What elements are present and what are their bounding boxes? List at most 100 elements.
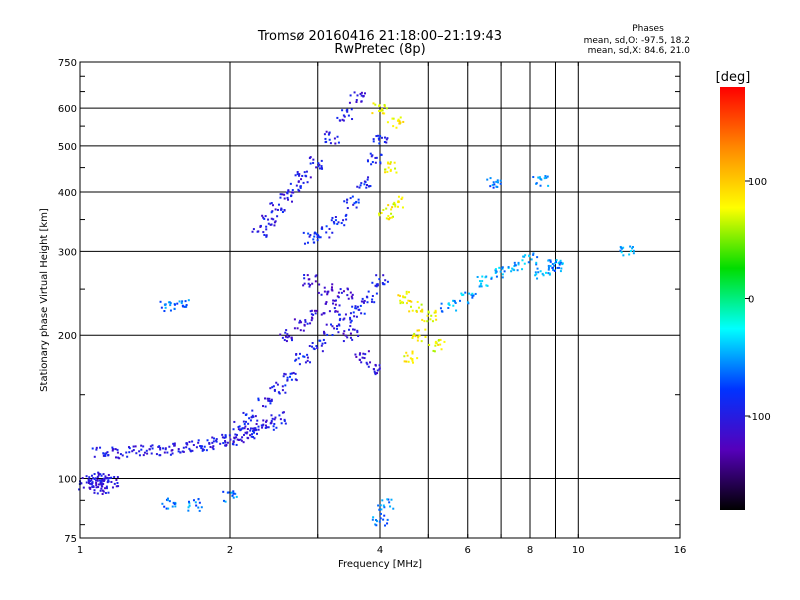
echo-point <box>172 501 175 504</box>
x-tick-label: 4 <box>377 545 383 556</box>
echo-point <box>307 278 310 281</box>
echo-point <box>270 398 273 401</box>
echo-point <box>497 181 500 184</box>
echo-point <box>357 198 360 201</box>
echo-point <box>235 443 238 446</box>
echo-point <box>295 184 298 187</box>
echo-point <box>621 247 624 250</box>
stats-line-x: mean, sd,X: 84.6, 21.0 <box>588 46 691 56</box>
echo-point <box>160 306 163 309</box>
echo-point <box>230 491 233 494</box>
echo-point <box>496 185 499 188</box>
echo-point <box>351 305 354 308</box>
echo-point <box>192 444 195 447</box>
echo-point <box>315 344 318 347</box>
echo-point <box>290 195 293 198</box>
echo-point <box>336 295 339 298</box>
echo-point <box>420 303 423 306</box>
echo-point <box>116 451 119 454</box>
echo-point <box>383 506 386 509</box>
echo-point <box>481 275 484 278</box>
echo-point <box>245 432 248 435</box>
echo-point <box>494 269 497 272</box>
echo-point <box>128 451 131 454</box>
echo-point <box>324 302 327 305</box>
echo-point <box>279 333 282 336</box>
echo-point <box>252 228 255 231</box>
echo-point <box>440 302 443 305</box>
echo-point <box>306 353 309 356</box>
echo-point <box>347 297 350 300</box>
echo-point <box>240 439 243 442</box>
echo-point <box>307 232 310 235</box>
echo-point <box>267 218 270 221</box>
echo-point <box>549 259 552 262</box>
echo-point <box>169 304 172 307</box>
echo-point <box>102 454 105 457</box>
echo-point <box>355 315 358 318</box>
echo-point <box>102 473 105 476</box>
echo-point <box>324 141 327 144</box>
echo-point <box>355 101 358 104</box>
echo-point <box>244 420 247 423</box>
echo-point <box>281 336 284 339</box>
echo-point <box>360 182 363 185</box>
echo-point <box>292 191 295 194</box>
echo-point <box>376 520 379 523</box>
echo-point <box>350 108 353 111</box>
echo-point <box>287 190 290 193</box>
echo-point <box>334 219 337 222</box>
echo-point <box>201 449 204 452</box>
echo-point <box>195 504 198 507</box>
echo-point <box>345 213 348 216</box>
echo-point <box>309 310 312 313</box>
echo-point <box>117 456 120 459</box>
echo-point <box>320 159 323 162</box>
echo-point <box>377 134 380 137</box>
echo-point <box>272 218 275 221</box>
echo-point <box>309 361 312 364</box>
echo-point <box>536 256 539 259</box>
colorbar-ticks: 100 0 -100 <box>745 177 771 423</box>
echo-point <box>164 447 167 450</box>
echo-point <box>80 482 83 485</box>
echo-point <box>517 261 520 264</box>
echo-point <box>374 161 377 164</box>
echo-point <box>402 120 405 123</box>
echo-point <box>452 299 455 302</box>
echo-point <box>471 296 474 299</box>
echo-point <box>382 274 385 277</box>
echo-point <box>537 176 540 179</box>
echo-point <box>337 296 340 299</box>
echo-point <box>168 301 171 304</box>
echo-point <box>352 311 355 314</box>
echo-point <box>326 291 329 294</box>
echo-point <box>95 483 98 486</box>
echo-point <box>155 453 158 456</box>
echo-point <box>254 415 257 418</box>
echo-point <box>358 308 361 311</box>
echo-point <box>198 501 201 504</box>
echo-point <box>304 174 307 177</box>
echo-point <box>455 309 458 312</box>
echo-point <box>327 133 330 136</box>
echo-point <box>95 446 98 449</box>
echo-point <box>127 446 130 449</box>
echo-point <box>366 301 369 304</box>
echo-point <box>362 352 365 355</box>
echo-point <box>423 320 426 323</box>
echo-point <box>104 487 107 490</box>
echo-point <box>532 253 535 256</box>
echo-point <box>336 327 339 330</box>
echo-point <box>286 379 289 382</box>
echo-point <box>163 505 166 508</box>
echo-point <box>350 295 353 298</box>
echo-point <box>370 300 373 303</box>
x-tick-label: 8 <box>527 545 533 556</box>
echo-point <box>298 321 301 324</box>
echo-point <box>215 438 218 441</box>
echo-point <box>317 291 320 294</box>
echo-point <box>242 411 245 414</box>
echo-point <box>385 141 388 144</box>
echo-point <box>328 310 331 313</box>
